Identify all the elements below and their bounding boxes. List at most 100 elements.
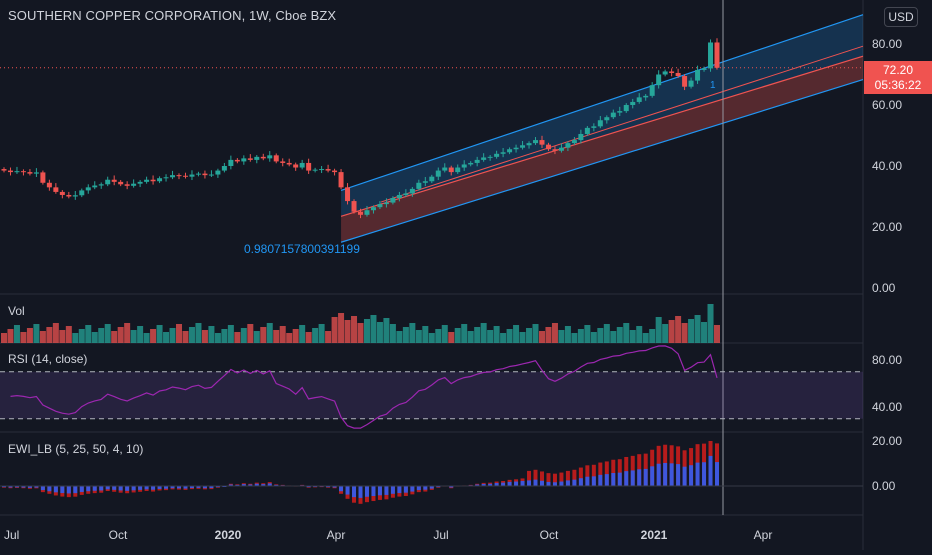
volume-bar	[144, 333, 150, 343]
channel-trend-line	[381, 46, 863, 202]
volume-bar	[280, 326, 286, 343]
candle-body	[313, 170, 318, 171]
regression-channel-marker: 1	[710, 80, 716, 91]
volume-bar	[66, 326, 72, 343]
candle-body	[274, 155, 279, 161]
ewi-blue-bar	[41, 486, 45, 490]
candle-body	[2, 169, 7, 171]
ewi-blue-bar	[145, 486, 149, 489]
volume-bar	[597, 328, 603, 343]
rsi-axis-tick: 40.00	[872, 400, 902, 414]
price-axis-tick: 60.00	[872, 98, 902, 112]
volume-bar	[332, 317, 338, 343]
volume-bar	[195, 323, 201, 343]
ewi-blue-bar	[138, 486, 142, 490]
candle-body	[196, 174, 201, 175]
ewi-blue-bar	[709, 456, 713, 486]
volume-bar	[299, 325, 305, 343]
ewi-blue-bar	[631, 470, 635, 486]
candle-body	[449, 168, 454, 173]
candle-body	[436, 171, 441, 177]
ewi-blue-bar	[572, 480, 576, 486]
ewi-blue-bar	[508, 482, 512, 486]
ewi-blue-bar	[534, 480, 538, 486]
candle-body	[650, 85, 655, 96]
volume-bar	[228, 325, 234, 343]
candle-body	[429, 177, 434, 182]
candle-body	[598, 120, 603, 126]
candle-body	[715, 42, 720, 67]
candle-body	[708, 42, 713, 68]
rsi-axis-tick: 80.00	[872, 353, 902, 367]
candle-body	[319, 169, 324, 170]
volume-bar	[513, 325, 519, 343]
volume-bar	[345, 320, 351, 343]
candle-body	[131, 184, 136, 186]
candle-body	[86, 187, 91, 190]
price-axis-tick: 0.00	[872, 281, 896, 295]
volume-bar	[617, 327, 623, 343]
volume-bar	[254, 331, 260, 343]
ewi-blue-bar	[359, 486, 363, 498]
volume-bar	[338, 313, 344, 343]
candle-body	[241, 158, 246, 161]
candle-body	[455, 168, 460, 173]
ewi-blue-bar	[378, 486, 382, 495]
volume-bar	[669, 320, 675, 343]
ewi-blue-bar	[566, 480, 570, 486]
volume-bar	[27, 328, 33, 343]
candle-body	[682, 76, 687, 87]
ewi-blue-bar	[352, 486, 356, 497]
ewi-blue-bar	[650, 466, 654, 486]
candle-body	[611, 113, 616, 118]
ewi-blue-bar	[80, 486, 84, 492]
candle-body	[189, 175, 194, 177]
candle-body	[695, 70, 700, 81]
ewi-blue-bar	[132, 486, 136, 490]
ewi-blue-bar	[501, 483, 505, 486]
ewi-blue-bar	[624, 471, 628, 486]
candle-body	[53, 187, 58, 192]
volume-bar	[494, 326, 500, 343]
ewi-blue-bar	[112, 486, 116, 490]
candle-body	[151, 180, 156, 182]
candle-body	[377, 204, 382, 207]
ewi-blue-bar	[106, 486, 110, 489]
candle-body	[462, 164, 467, 167]
volume-bar	[189, 327, 195, 343]
volume-bar	[643, 333, 649, 343]
volume-bar	[604, 324, 610, 343]
ewi-blue-bar	[663, 463, 667, 486]
ewi-blue-bar	[637, 469, 641, 486]
candle-body	[73, 195, 78, 196]
volume-bar	[416, 330, 422, 343]
candle-body	[105, 180, 110, 185]
candle-body	[47, 183, 52, 188]
candle-body	[40, 172, 45, 182]
currency-button[interactable]: USD	[884, 7, 918, 27]
candle-body	[209, 175, 214, 176]
candle-body	[293, 164, 298, 167]
time-axis-tick: 2021	[641, 528, 668, 542]
last-price-tag: 72.20 05:36:22	[864, 61, 932, 94]
candle-body	[228, 160, 233, 166]
time-axis-tick: Oct	[109, 528, 128, 542]
candle-body	[118, 182, 123, 184]
volume-bar	[293, 329, 299, 343]
candle-body	[92, 186, 97, 188]
volume-bar	[131, 330, 137, 343]
volume-bar	[533, 324, 539, 343]
volume-bar	[202, 330, 208, 343]
volume-bar	[708, 304, 714, 343]
price-axis-tick: 40.00	[872, 159, 902, 173]
candle-body	[364, 210, 369, 215]
ewi-blue-bar	[618, 473, 622, 486]
time-axis-tick: Apr	[754, 528, 773, 542]
candle-body	[630, 102, 635, 105]
volume-bar	[565, 326, 571, 343]
volume-bar	[481, 323, 487, 343]
ewi-blue-bar	[585, 477, 589, 486]
volume-bar	[53, 323, 59, 343]
